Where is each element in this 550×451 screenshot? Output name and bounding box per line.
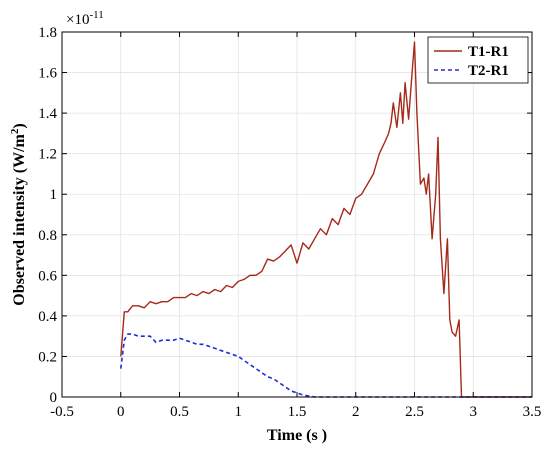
legend: T1-R1 T2-R1 <box>427 36 529 84</box>
y-tick-label: 0.6 <box>38 268 57 284</box>
x-tick-label: 2 <box>352 404 360 420</box>
y-tick-label: 1.6 <box>38 66 57 82</box>
x-tick-label: 1 <box>235 404 243 420</box>
x-tick-label: 2.5 <box>405 404 424 420</box>
y-axis-title: Observed intensity (W/m2) <box>9 123 28 305</box>
legend-label-t1-r1: T1-R1 <box>468 44 509 60</box>
y-tick-label: 0 <box>50 390 58 406</box>
y-tick-label: 0.4 <box>38 309 57 325</box>
x-tick-label: 0.5 <box>170 404 189 420</box>
y-tick-label: 1 <box>50 187 58 203</box>
x-tick-label: -0.5 <box>50 404 74 420</box>
grid-lines <box>62 32 532 397</box>
y-tick-label: 0.2 <box>38 349 57 365</box>
y-tick-label: 1.2 <box>38 147 57 163</box>
series-line-t1-r1 <box>120 41 532 398</box>
axis-ticks: -0.5 0 0.5 1 1.5 2 2.5 3 3.500.20.40.60.811.21.4… <box>38 25 541 420</box>
x-tick-label: 1.5 <box>288 404 307 420</box>
legend-label-t2-r1: T2-R1 <box>468 63 509 79</box>
x-tick-label: 3 <box>470 404 478 420</box>
series-line-t2-r1 <box>120 333 532 398</box>
x-tick-label: 3.5 <box>523 404 542 420</box>
x-tick-label: 0 <box>117 404 125 420</box>
y-tick-label: 0.8 <box>38 228 57 244</box>
y-tick-label: 1.4 <box>38 106 57 122</box>
series-lines <box>120 41 532 398</box>
y-multiplier-label: ×10-11 <box>66 9 104 28</box>
legend-box <box>427 36 529 84</box>
y-tick-label: 1.8 <box>38 25 57 41</box>
x-axis-title: Time (s ) <box>267 427 327 444</box>
